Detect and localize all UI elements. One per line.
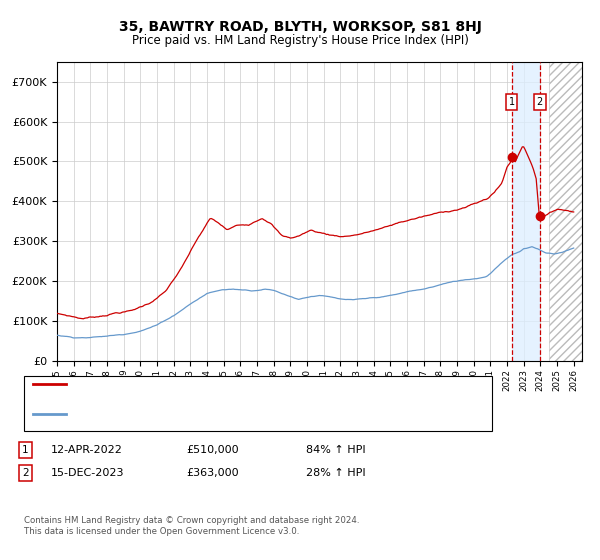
Bar bbox=[512, 62, 539, 361]
Text: 2: 2 bbox=[536, 97, 543, 107]
Text: 35, BAWTRY ROAD, BLYTH, WORKSOP, S81 8HJ: 35, BAWTRY ROAD, BLYTH, WORKSOP, S81 8HJ bbox=[119, 20, 481, 34]
Text: HPI: Average price, detached house, Bassetlaw: HPI: Average price, detached house, Bass… bbox=[72, 409, 318, 419]
Text: 84% ↑ HPI: 84% ↑ HPI bbox=[306, 445, 365, 455]
Text: 15-DEC-2023: 15-DEC-2023 bbox=[51, 468, 125, 478]
Text: 1: 1 bbox=[22, 445, 29, 455]
Text: £510,000: £510,000 bbox=[186, 445, 239, 455]
Text: 12-APR-2022: 12-APR-2022 bbox=[51, 445, 123, 455]
Text: £363,000: £363,000 bbox=[186, 468, 239, 478]
Text: Contains HM Land Registry data © Crown copyright and database right 2024.
This d: Contains HM Land Registry data © Crown c… bbox=[24, 516, 359, 536]
Text: 35, BAWTRY ROAD, BLYTH, WORKSOP, S81 8HJ (detached house): 35, BAWTRY ROAD, BLYTH, WORKSOP, S81 8HJ… bbox=[72, 379, 409, 389]
Text: Price paid vs. HM Land Registry's House Price Index (HPI): Price paid vs. HM Land Registry's House … bbox=[131, 34, 469, 46]
Bar bbox=[548, 62, 582, 361]
Text: 1: 1 bbox=[509, 97, 515, 107]
Text: 2: 2 bbox=[22, 468, 29, 478]
Text: 28% ↑ HPI: 28% ↑ HPI bbox=[306, 468, 365, 478]
